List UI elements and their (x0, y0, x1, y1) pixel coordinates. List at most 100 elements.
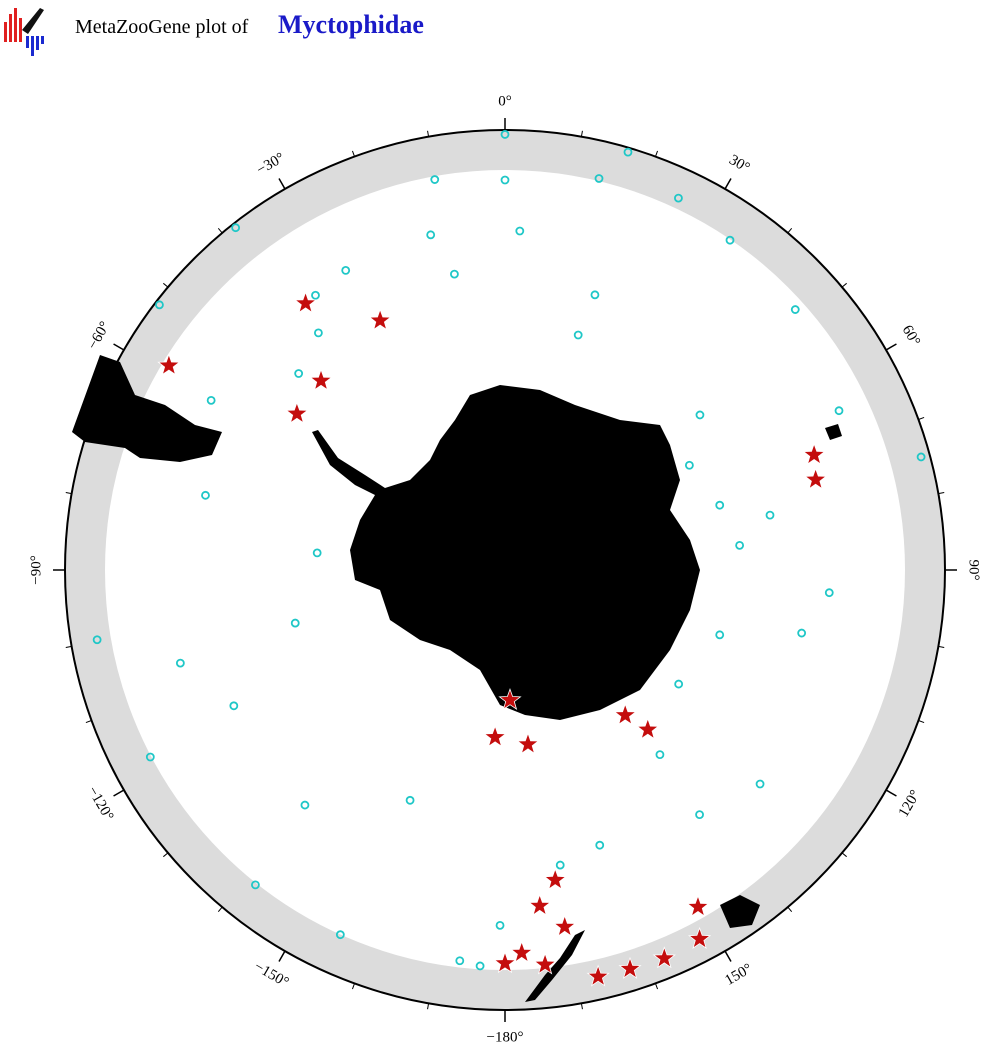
station-point (735, 540, 745, 550)
station-point (335, 930, 345, 940)
station-point (715, 630, 725, 640)
station-point (251, 880, 260, 890)
occurrence-star (613, 703, 637, 726)
lon-tick (113, 343, 125, 351)
station-point (500, 175, 510, 185)
occurrence-star (543, 867, 567, 890)
station-point (755, 779, 765, 789)
occurrence-star (802, 442, 826, 465)
occurrence-star (533, 952, 557, 975)
lon-tick (724, 950, 732, 962)
lon-tick (724, 178, 732, 190)
station-point (555, 860, 565, 870)
tasmania (720, 895, 760, 928)
lon-label: −150° (251, 959, 291, 991)
taxon: Myctophidae (278, 10, 424, 39)
station-point (684, 460, 694, 470)
lon-tick (885, 343, 897, 351)
station-point (455, 956, 465, 966)
station-point (231, 223, 241, 233)
station-point (430, 175, 440, 184)
station-point (725, 235, 735, 245)
occurrence-star (528, 893, 552, 916)
occurrence-star (652, 946, 676, 969)
lon-label: 30° (726, 152, 752, 176)
station-point (674, 679, 684, 689)
station-point (495, 920, 505, 930)
station-point (145, 752, 155, 762)
station-point (314, 328, 323, 338)
station-point (655, 750, 665, 760)
title: MetaZooGene plot of (75, 16, 249, 38)
lon-tick (278, 950, 286, 962)
occurrence-star (686, 894, 710, 917)
occurrence-star (309, 368, 333, 391)
occurrence-star (687, 926, 712, 949)
station-point (450, 269, 459, 279)
occurrence-star (493, 951, 517, 974)
station-point (475, 961, 485, 971)
station-point (201, 490, 210, 500)
new-zealand (525, 930, 585, 1002)
station-point (206, 395, 216, 405)
station-point (797, 628, 807, 638)
lon-tick (113, 789, 125, 797)
lon-label: −30° (254, 150, 288, 179)
occurrence-star (553, 914, 577, 937)
occurrence-star (285, 401, 309, 424)
lon-label: 90° (966, 560, 982, 581)
station-point (834, 406, 844, 416)
lon-tick (885, 789, 897, 797)
lon-label: 0° (498, 93, 512, 109)
station-point (290, 618, 300, 628)
station-point (92, 635, 102, 645)
station-point (916, 452, 926, 462)
station-point (426, 230, 436, 240)
station-point (312, 548, 322, 558)
station-point (674, 193, 683, 203)
station-point (155, 300, 164, 310)
occurrence-star (498, 688, 522, 711)
station-point (590, 290, 600, 300)
lon-label: −60° (85, 319, 114, 353)
south-america (72, 355, 222, 462)
kerguelen (825, 424, 842, 440)
station-point (300, 800, 310, 810)
antarctica (312, 385, 700, 720)
lon-label: −180° (487, 1029, 524, 1045)
station-point (573, 330, 583, 340)
occurrence-star (636, 717, 660, 740)
map (59, 124, 951, 1016)
occurrence-star (157, 353, 181, 376)
station-point (595, 840, 605, 850)
outer-ring (65, 130, 945, 1010)
station-point (175, 658, 185, 668)
station-point (695, 410, 705, 420)
station-point (715, 500, 725, 510)
lon-label: −90° (28, 555, 44, 584)
lon-label: 60° (899, 323, 923, 349)
station-point (341, 266, 351, 275)
occurrence-star (483, 725, 507, 748)
occurrence-star (510, 940, 534, 963)
occurrence-star (516, 732, 540, 755)
lon-label: 150° (722, 961, 755, 989)
station-point (695, 810, 704, 820)
station-point (515, 226, 525, 236)
station-point (229, 701, 239, 711)
occurrence-star (368, 308, 392, 331)
station-point (765, 510, 775, 520)
lon-label: 120° (896, 787, 924, 820)
occurrence-star (293, 291, 318, 314)
occurrence-star (618, 956, 642, 979)
station-point (294, 369, 304, 378)
station-point (311, 290, 320, 300)
station-point (824, 588, 834, 598)
station-point (790, 305, 800, 314)
lon-label: −120° (84, 784, 116, 824)
station-point (405, 795, 415, 805)
logo (4, 8, 44, 56)
station-point (594, 174, 604, 183)
lon-tick (278, 178, 286, 190)
